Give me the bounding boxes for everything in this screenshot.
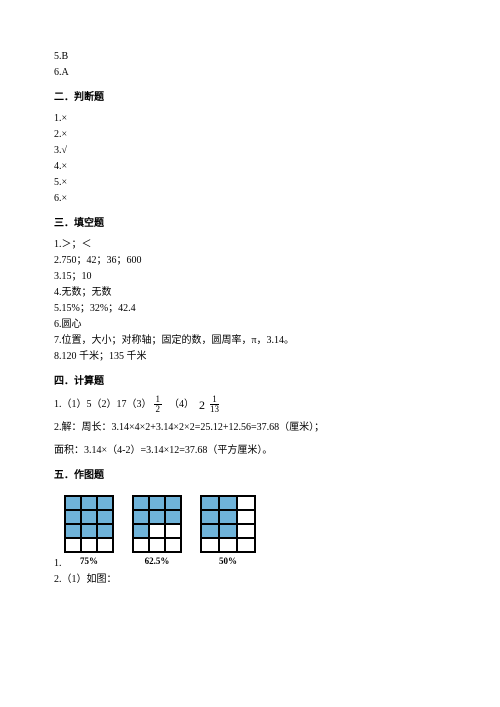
grid-cell bbox=[133, 496, 149, 510]
grid-cell bbox=[97, 538, 113, 552]
mixed-2-1-13: 2 1 13 bbox=[199, 395, 223, 414]
grid-cell bbox=[219, 538, 237, 552]
list-item: 8.120 千米；135 千米 bbox=[54, 349, 446, 364]
list-item: 3.15；10 bbox=[54, 269, 446, 284]
section-5-heading: 五．作图题 bbox=[54, 468, 446, 483]
calc-q1: 1.（1）5（2）17（3） 1 2 （4） 2 1 13 bbox=[54, 395, 446, 414]
grid-cell bbox=[201, 510, 219, 524]
grid-figure: 50% bbox=[200, 495, 256, 569]
ans-6: 6.A bbox=[54, 65, 446, 80]
grid-cell bbox=[65, 524, 81, 538]
grid-cell bbox=[219, 496, 237, 510]
list-item: 4.× bbox=[54, 159, 446, 174]
calc-q2-area: 面积：3.14×（4-2）=3.14×12=37.68（平方厘米）。 bbox=[54, 443, 446, 458]
grid-cell bbox=[237, 524, 255, 538]
grid-cell bbox=[219, 524, 237, 538]
ans-5: 5.B bbox=[54, 49, 446, 64]
grid-cell bbox=[201, 538, 219, 552]
grid-cell bbox=[81, 510, 97, 524]
grid-cell bbox=[165, 496, 181, 510]
calc-q2-perimeter: 2.解：周长：3.14×4×2+3.14×2×2=25.12+12.56=37.… bbox=[54, 420, 446, 435]
mixed-frac: 1 13 bbox=[208, 395, 221, 414]
grid-cell bbox=[149, 510, 165, 524]
grid-cell bbox=[165, 538, 181, 552]
section-2-heading: 二．判断题 bbox=[54, 90, 446, 105]
grid-cell bbox=[81, 524, 97, 538]
grid-cell bbox=[237, 496, 255, 510]
grid-cell bbox=[81, 538, 97, 552]
grid-figure: 62.5% bbox=[132, 495, 182, 569]
section-4-heading: 四．计算题 bbox=[54, 374, 446, 389]
list-item: 1.× bbox=[54, 111, 446, 126]
calc-q1-part1: 1.（1）5（2）17（3） bbox=[54, 397, 152, 412]
grid-cell bbox=[237, 538, 255, 552]
list-item: 3.√ bbox=[54, 143, 446, 158]
list-item: 6.× bbox=[54, 191, 446, 206]
grid-cell bbox=[133, 538, 149, 552]
grid-cell bbox=[219, 510, 237, 524]
list-item: 5.15%；32%；42.4 bbox=[54, 301, 446, 316]
grid-cell bbox=[133, 510, 149, 524]
grid-caption: 62.5% bbox=[145, 555, 170, 569]
grid-cell bbox=[97, 496, 113, 510]
grid-cell bbox=[97, 524, 113, 538]
calc-q1-part2: （4） bbox=[164, 397, 199, 412]
grid-cell bbox=[201, 496, 219, 510]
grid-cell bbox=[149, 496, 165, 510]
section-3-list: 1.＞；＜2.750；42；36；6003.15；104.无数；无数5.15%；… bbox=[54, 237, 446, 364]
grid-cell bbox=[133, 524, 149, 538]
grid bbox=[132, 495, 182, 553]
fraction-1-2: 1 2 bbox=[154, 395, 163, 414]
mixed-den: 13 bbox=[208, 405, 221, 414]
grid-cell bbox=[149, 524, 165, 538]
grid-cell bbox=[165, 510, 181, 524]
list-item: 7.位置，大小；对称轴；固定的数，圆周率，π，3.14。 bbox=[54, 333, 446, 348]
grid bbox=[64, 495, 114, 553]
grid bbox=[200, 495, 256, 553]
mixed-whole: 2 bbox=[199, 396, 205, 414]
grid-cell bbox=[237, 510, 255, 524]
grid-cell bbox=[65, 538, 81, 552]
section-3-heading: 三．填空题 bbox=[54, 216, 446, 231]
grid-caption: 75% bbox=[80, 555, 98, 569]
grid-cell bbox=[65, 496, 81, 510]
grid-cell bbox=[165, 524, 181, 538]
list-item: 5.× bbox=[54, 175, 446, 190]
list-item: 1.＞；＜ bbox=[54, 237, 446, 252]
grid-figure: 75% bbox=[64, 495, 114, 569]
grids-row: 75% 62.5% 50% bbox=[64, 495, 256, 569]
list-item: 4.无数；无数 bbox=[54, 285, 446, 300]
grid-cell bbox=[81, 496, 97, 510]
grid-cell bbox=[201, 524, 219, 538]
list-item: 2.750；42；36；600 bbox=[54, 253, 446, 268]
list-item: 2.× bbox=[54, 127, 446, 142]
grid-cell bbox=[65, 510, 81, 524]
grid-cell bbox=[97, 510, 113, 524]
grid-caption: 50% bbox=[219, 555, 237, 569]
list-item: 6.圆心 bbox=[54, 317, 446, 332]
grid-cell bbox=[149, 538, 165, 552]
drawing-q1-num: 1. bbox=[54, 556, 64, 571]
section-2-list: 1.×2.×3.√4.×5.×6.× bbox=[54, 111, 446, 206]
drawing-q2: 2.（1）如图： bbox=[54, 572, 446, 587]
frac-den: 2 bbox=[154, 405, 163, 414]
